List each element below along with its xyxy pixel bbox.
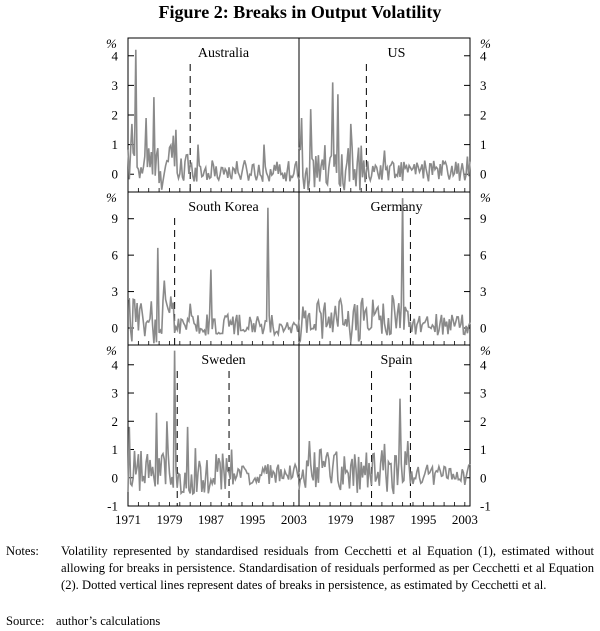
y-tick-label-right: 2 xyxy=(480,414,487,429)
chart-area: 0 0 1 1 2 2 3 3 4 4% % Australia US 0 0 3 3 6 6 9 9% % South K… xyxy=(106,36,491,527)
notes-text: Volatility represented by standardised r… xyxy=(61,544,594,592)
series-line-australia xyxy=(127,49,300,190)
panel-title-us: US xyxy=(388,46,406,61)
y-tick-label-left: 6 xyxy=(112,248,119,263)
y-tick-label-left: 0 xyxy=(112,470,119,485)
unit-label-left: % xyxy=(106,343,117,358)
unit-label-right: % xyxy=(480,343,491,358)
y-tick-label-left: 3 xyxy=(112,78,119,93)
y-tick-label-right: 4 xyxy=(480,48,487,63)
y-tick-label-left: 9 xyxy=(112,211,119,226)
y-tick-label-right: 3 xyxy=(480,284,487,299)
x-tick-label: 2003 xyxy=(452,512,478,527)
x-tick-label: 1979 xyxy=(327,512,353,527)
panel-title-spain: Spain xyxy=(381,353,413,368)
y-tick-label-right: 3 xyxy=(480,78,487,93)
y-tick-label-left: 0 xyxy=(112,167,119,182)
figure-title: Figure 2: Breaks in Output Volatility xyxy=(158,2,442,22)
y-tick-label-right: 1 xyxy=(480,442,487,457)
unit-label-right: % xyxy=(480,36,491,51)
series-line-spain xyxy=(298,398,471,495)
panel-title-south-korea: South Korea xyxy=(188,200,259,215)
x-tick-label: 1987 xyxy=(369,512,396,527)
source: Source: author’s calculations xyxy=(6,614,160,629)
series-line-us xyxy=(298,82,471,191)
source-label: Source: xyxy=(6,614,45,628)
y-tick-label-right: 0 xyxy=(480,167,487,182)
panel-title-sweden: Sweden xyxy=(201,353,245,368)
y-tick-label-left: 2 xyxy=(112,108,119,123)
series-line-germany xyxy=(298,198,471,344)
y-tick-label-left: 3 xyxy=(112,386,119,401)
y-tick-label-left: 1 xyxy=(112,442,119,457)
x-tick-label: 2003 xyxy=(281,512,307,527)
notes-label: Notes: xyxy=(6,544,39,558)
y-tick-label-left: 3 xyxy=(112,284,119,299)
x-tick-label: 1987 xyxy=(198,512,225,527)
x-tick-label: 1995 xyxy=(410,512,436,527)
x-tick-label: 1971 xyxy=(115,512,141,527)
y-tick-label-right: 6 xyxy=(480,248,487,263)
unit-label-right: % xyxy=(480,190,491,205)
unit-label-left: % xyxy=(106,36,117,51)
y-tick-label-left: -1 xyxy=(107,499,118,514)
y-tick-label-right: 2 xyxy=(480,108,487,123)
series-line-south-korea xyxy=(127,207,300,344)
y-tick-label-left: 1 xyxy=(112,137,119,152)
panel-title-australia: Australia xyxy=(198,46,250,61)
y-tick-label-right: 4 xyxy=(480,357,487,372)
source-text: author’s calculations xyxy=(56,614,161,628)
y-tick-label-left: 2 xyxy=(112,414,119,429)
unit-label-left: % xyxy=(106,190,117,205)
panel-title-germany: Germany xyxy=(370,200,422,215)
y-tick-label-right: 0 xyxy=(480,321,487,336)
y-tick-label-right: 9 xyxy=(480,211,487,226)
y-tick-label-left: 4 xyxy=(112,48,119,63)
y-tick-label-right: 3 xyxy=(480,386,487,401)
series-line-sweden xyxy=(127,350,300,496)
y-tick-label-right: 1 xyxy=(480,137,487,152)
y-tick-label-right: 0 xyxy=(480,470,487,485)
y-tick-label-left: 0 xyxy=(112,321,119,336)
y-tick-label-right: -1 xyxy=(480,499,491,514)
x-tick-label: 1979 xyxy=(156,512,182,527)
x-tick-label: 1995 xyxy=(239,512,265,527)
y-tick-label-left: 4 xyxy=(112,357,119,372)
